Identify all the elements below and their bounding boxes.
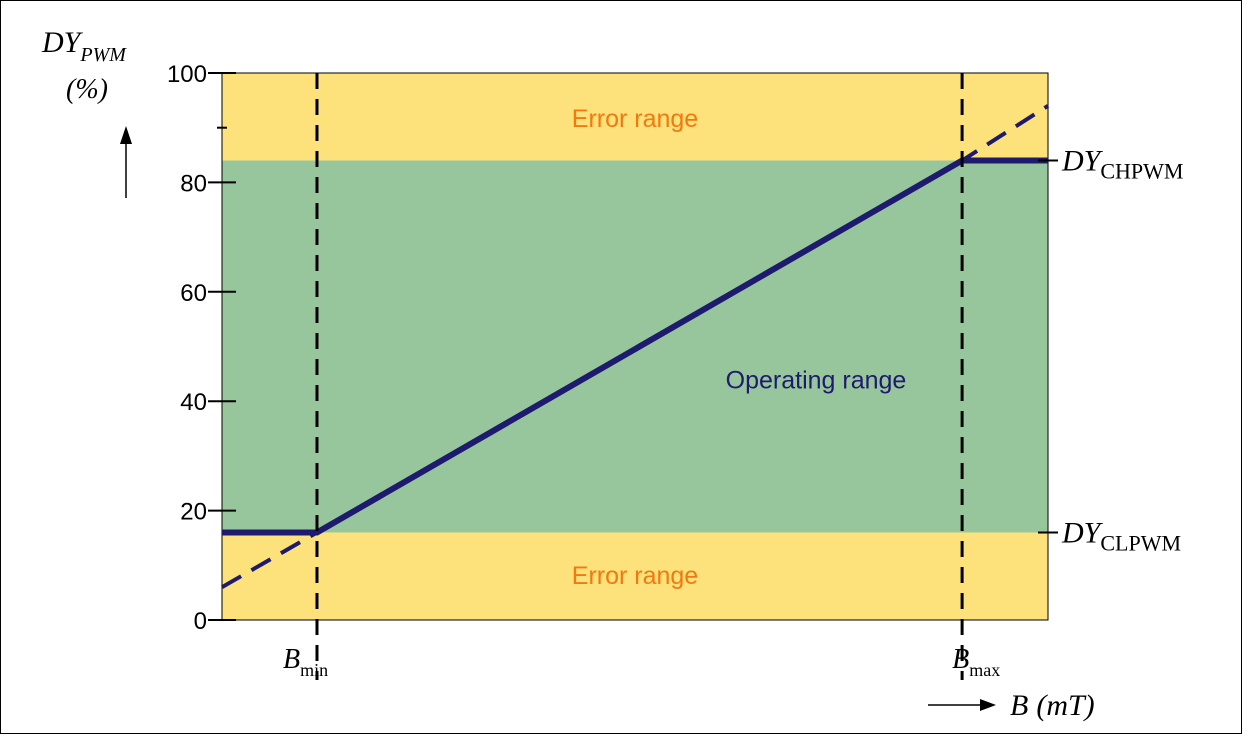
y-tick-label: 60 [180,280,207,307]
bmin-label: Bmin [283,644,328,680]
y-axis-unit: (%) [66,74,108,105]
y-axis-title-sub: PWM [79,44,127,66]
dy-chpwm-label: DYCHPWM [1061,145,1183,184]
error-band-bottom [222,532,1048,620]
y-tick-label: 100 [167,61,207,88]
dy-clpwm-sub: CLPWM [1100,530,1181,555]
error-band-top [222,73,1048,161]
y-tick-label: 80 [180,170,207,197]
dy-clpwm-main: DY [1061,516,1104,549]
x-axis-title-unit: (mT) [1036,689,1094,722]
bmax-sub: max [969,660,1000,680]
y-tick-label: 40 [180,389,207,416]
dy-chpwm-sub: CHPWM [1100,159,1183,184]
y-axis: 0 20 40 60 80 100 [167,61,236,635]
x-axis-arrow-icon [928,699,996,711]
y-axis-arrow-icon [120,126,132,198]
bmax-main: B [952,644,969,675]
error-range-label-bottom: Error range [572,562,698,590]
x-axis-title: B (mT) [1010,689,1095,722]
output-curve [222,157,1048,536]
plot-border [221,72,1049,621]
dy-clpwm-label: DYCLPWM [1061,516,1181,555]
bmax-label: Bmax [952,644,1000,680]
error-range-label-top: Error range [572,105,698,133]
operating-range-label: Operating range [726,366,907,394]
y-axis-title-main: DY [41,26,84,59]
x-axis-title-main: B [1010,689,1028,722]
y-tick-label: 0 [194,608,207,635]
bmin-sub: min [300,660,328,680]
y-axis-title: DYPWM [41,26,127,66]
bmin-main: B [283,644,300,675]
y-tick-label: 20 [180,499,207,526]
dy-chpwm-main: DY [1061,145,1104,178]
